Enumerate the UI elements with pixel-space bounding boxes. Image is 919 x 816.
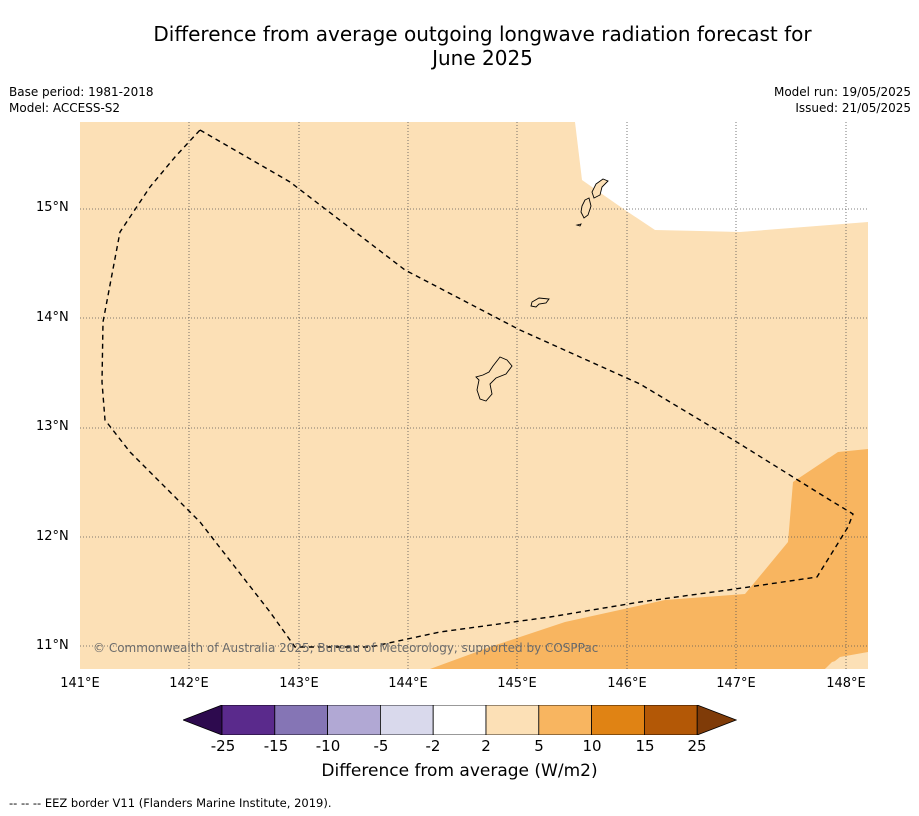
title-line-1: Difference from average outgoing longwav… xyxy=(153,22,812,46)
island-saipan xyxy=(591,178,609,199)
colorbar-tick: -15 xyxy=(263,737,289,755)
lon-label-148: 148°E xyxy=(826,676,866,691)
anomaly-fill-corner xyxy=(825,656,868,669)
colorbar-segment xyxy=(221,704,276,736)
colorbar-tick: -2 xyxy=(425,737,441,755)
lon-label-142: 142°E xyxy=(169,676,209,691)
title-line-2: June 2025 xyxy=(432,46,533,70)
colorbar-svg xyxy=(181,704,738,736)
island-aguijan xyxy=(575,223,582,227)
colorbar-tick: 5 xyxy=(534,737,544,755)
model-text: Model: ACCESS-S2 xyxy=(9,101,121,115)
copyright-text: © Commonwealth of Australia 2025, Bureau… xyxy=(93,641,599,655)
colorbar-extend-low xyxy=(181,704,223,736)
colorbar-segment xyxy=(485,704,540,736)
lon-label-145: 145°E xyxy=(497,676,537,691)
lon-label-141: 141°E xyxy=(60,676,100,691)
colorbar-tick: 2 xyxy=(481,737,491,755)
colorbar-tick: -10 xyxy=(315,737,341,755)
anomaly-fill-5-10 xyxy=(430,449,868,669)
colorbar-tick: 10 xyxy=(582,737,602,755)
colorbar-label: Difference from average (W/m2) xyxy=(321,761,598,781)
colorbar-segment xyxy=(591,704,645,736)
colorbar-segment xyxy=(432,704,487,736)
map-area[interactable] xyxy=(80,122,868,669)
islands xyxy=(475,178,609,402)
colorbar-tick: -25 xyxy=(210,737,236,755)
lon-label-146: 146°E xyxy=(607,676,647,691)
colorbar xyxy=(181,704,738,739)
map-svg xyxy=(80,122,868,669)
colorbar-tick: 25 xyxy=(687,737,707,755)
lat-label-11: 11°N xyxy=(36,638,69,653)
colorbar-extend-high xyxy=(696,704,738,736)
island-rota xyxy=(530,297,550,308)
colorbar-segment xyxy=(643,704,698,736)
lat-label-13: 13°N xyxy=(36,419,69,434)
colorbar-segment xyxy=(379,704,434,736)
colorbar-tick: 15 xyxy=(635,737,655,755)
issued-text: Issued: 21/05/2025 xyxy=(795,101,911,115)
meta-left: Base period: 1981-2018 Model: ACCESS-S2 xyxy=(9,84,154,116)
model-run-text: Model run: 19/05/2025 xyxy=(773,85,911,99)
map-title: Difference from average outgoing longwav… xyxy=(80,22,885,70)
lat-label-12: 12°N xyxy=(36,529,69,544)
meta-right: Model run: 19/05/2025 Issued: 21/05/2025 xyxy=(774,84,911,116)
island-guam xyxy=(475,356,513,402)
lon-label-147: 147°E xyxy=(716,676,756,691)
eez-footnote: -- -- -- EEZ border V11 (Flanders Marine… xyxy=(9,796,332,810)
no-data-region xyxy=(575,122,868,232)
island-tinian xyxy=(580,197,592,219)
lat-label-14: 14°N xyxy=(36,310,69,325)
colorbar-segment xyxy=(274,704,329,736)
colorbar-segment xyxy=(327,704,381,736)
lon-label-144: 144°E xyxy=(388,676,428,691)
base-period-text: Base period: 1981-2018 xyxy=(9,85,154,99)
lon-label-143: 143°E xyxy=(279,676,319,691)
colorbar-tick: -5 xyxy=(373,737,389,755)
grid-lines xyxy=(80,122,868,669)
colorbar-segment xyxy=(538,704,592,736)
lat-label-15: 15°N xyxy=(36,200,69,215)
